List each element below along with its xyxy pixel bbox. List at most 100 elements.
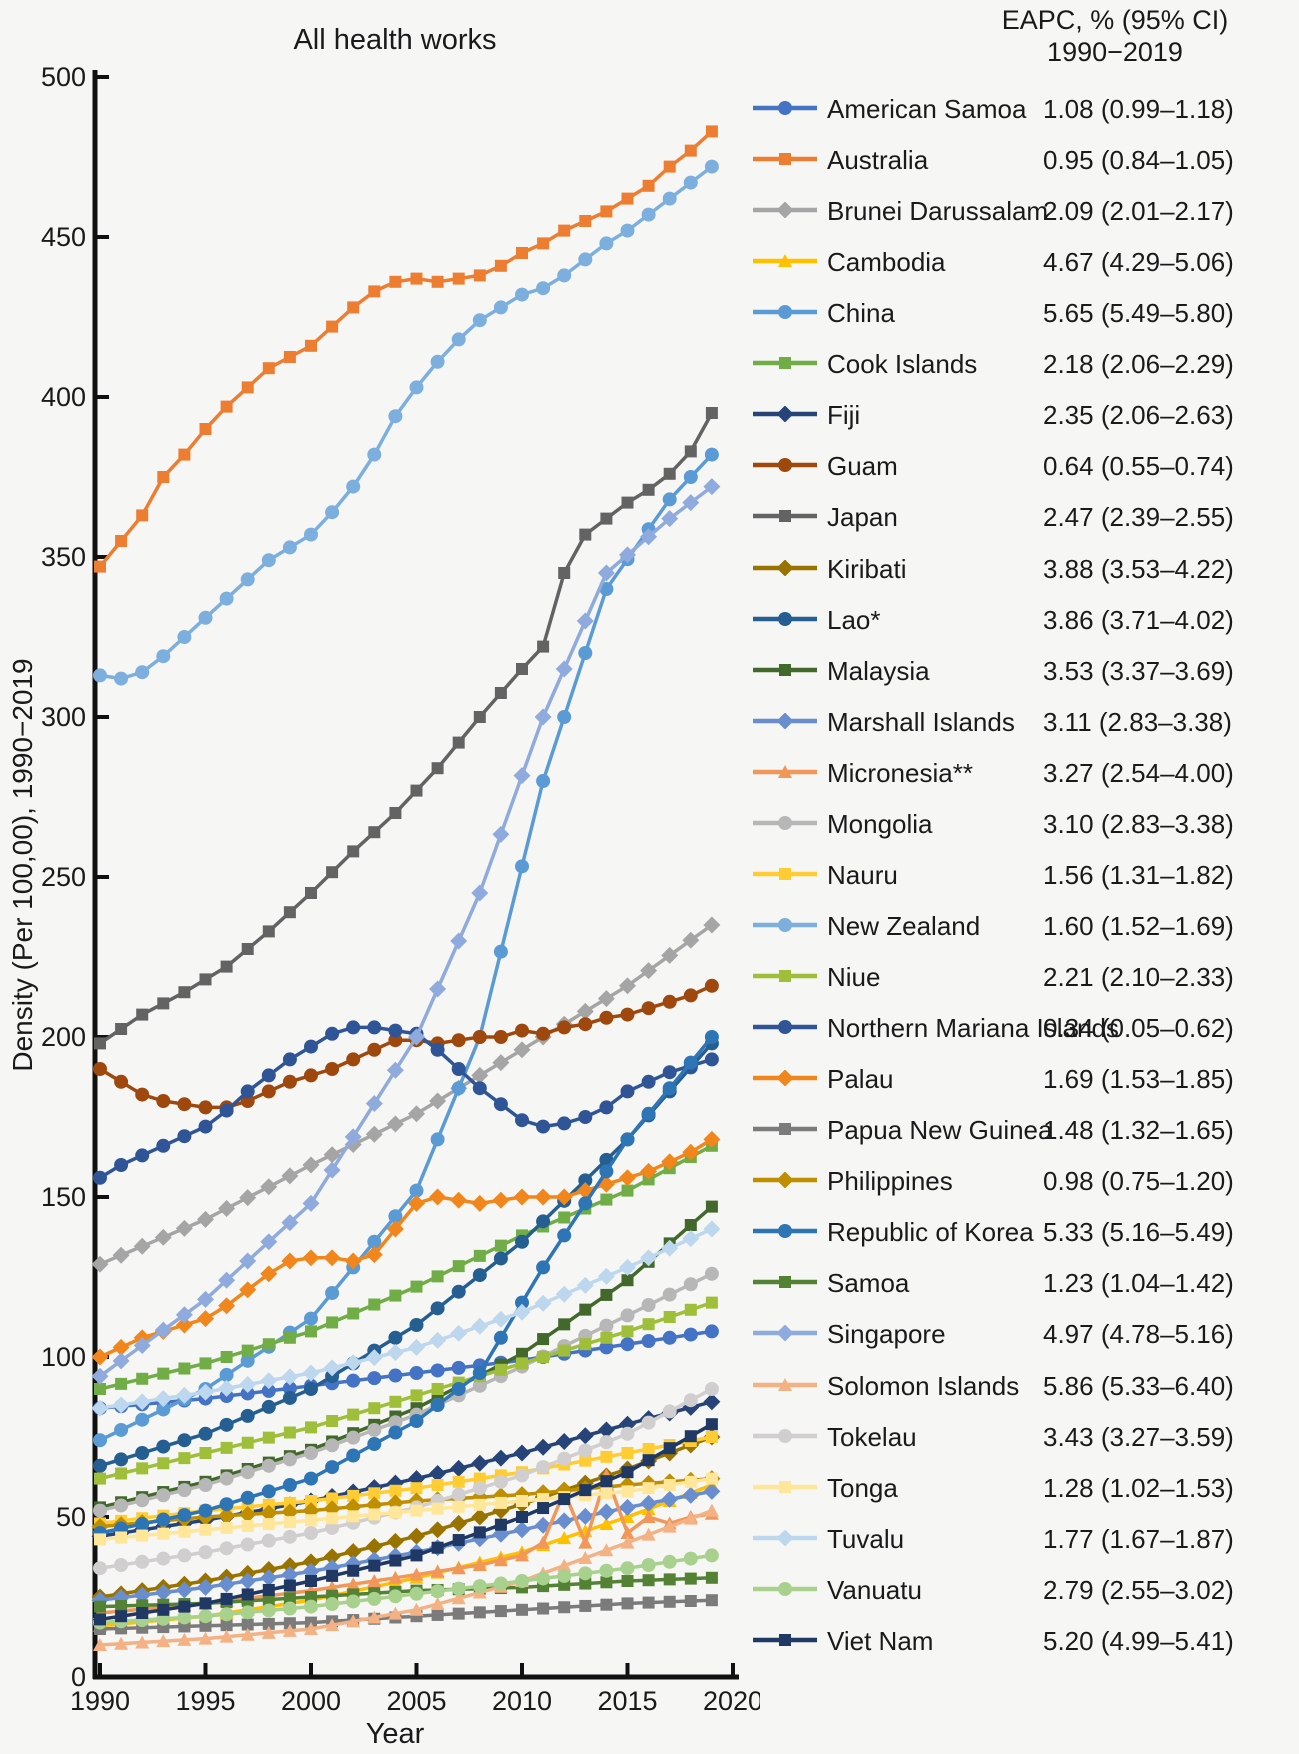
- series-marker: [430, 1042, 445, 1057]
- legend-swatch-icon: [753, 153, 817, 166]
- legend-country-label: Northern Mariana Islands: [827, 1013, 1119, 1044]
- series-marker: [579, 1303, 592, 1316]
- series-marker: [779, 153, 791, 166]
- series-marker: [136, 1008, 149, 1021]
- series-marker: [430, 1398, 445, 1412]
- series-marker: [240, 1605, 255, 1620]
- legend-country-label: Guam: [827, 451, 898, 482]
- legend-item: Niue 2.21 (2.10–2.33): [745, 952, 1299, 1000]
- series-marker: [389, 1395, 402, 1408]
- series-marker: [219, 1607, 234, 1622]
- series-marker: [579, 528, 592, 541]
- series-marker: [325, 1618, 340, 1632]
- legend-country-label: Singapore: [827, 1319, 946, 1350]
- legend-country-label: Fiji: [827, 400, 861, 431]
- series-marker: [778, 764, 792, 778]
- legend-item: Philippines 0.98 (0.75–1.20): [745, 1156, 1299, 1204]
- series-marker: [579, 215, 592, 227]
- series-marker: [705, 1594, 718, 1607]
- legend-eapc-value: 0.98 (0.75–1.20): [1043, 1166, 1234, 1197]
- series-marker: [492, 1191, 510, 1209]
- series-marker: [429, 1092, 447, 1110]
- series-marker: [220, 1351, 233, 1363]
- series-marker: [178, 1600, 191, 1613]
- legend-eapc-value: 1.48 (1.32–1.65): [1043, 1115, 1234, 1146]
- series-marker: [641, 1106, 656, 1121]
- series-marker: [325, 1438, 340, 1453]
- series-marker: [452, 1607, 465, 1620]
- series-marker: [778, 305, 792, 320]
- series-marker: [261, 1533, 276, 1548]
- series-marker: [114, 1452, 129, 1467]
- x-axis-label: Year: [365, 1718, 425, 1750]
- series-marker: [450, 1459, 468, 1477]
- series-marker: [578, 1443, 593, 1458]
- series-marker: [516, 1495, 528, 1507]
- series-marker: [283, 1331, 296, 1344]
- series-marker: [452, 1475, 465, 1488]
- series-marker: [621, 1597, 634, 1610]
- series-marker: [494, 687, 507, 699]
- series-marker: [93, 1062, 107, 1076]
- legend-swatch-icon: [753, 1070, 817, 1087]
- series-marker: [136, 1462, 149, 1475]
- series-marker: [302, 1364, 320, 1382]
- series-marker: [282, 1601, 297, 1616]
- series-marker: [410, 1482, 423, 1495]
- series-marker: [578, 1535, 593, 1549]
- series-marker: [537, 1333, 550, 1346]
- series-marker: [93, 1638, 107, 1651]
- series-marker: [662, 1519, 677, 1533]
- series-marker: [620, 1535, 635, 1549]
- series-marker: [262, 1617, 275, 1630]
- series-marker: [219, 1103, 234, 1118]
- legend-country-label: Niue: [827, 962, 881, 993]
- legend-eapc-value: 1.60 (1.52–1.69): [1043, 910, 1234, 941]
- series-marker: [199, 1447, 212, 1459]
- series-marker: [513, 1303, 531, 1321]
- series-marker: [621, 496, 634, 509]
- series-marker: [578, 1196, 593, 1211]
- series-marker: [619, 1169, 636, 1187]
- series-marker: [493, 1576, 508, 1591]
- series-marker: [683, 175, 698, 190]
- series-marker: [367, 1610, 382, 1624]
- series-marker: [703, 1130, 721, 1148]
- series-marker: [409, 1366, 424, 1380]
- series-marker: [410, 784, 423, 797]
- legend-item: Republic of Korea 5.33 (5.16–5.49): [745, 1207, 1299, 1255]
- series-marker: [534, 1188, 552, 1206]
- series-marker: [621, 1325, 634, 1338]
- series-marker: [241, 943, 254, 955]
- series-marker: [492, 825, 510, 843]
- series-marker: [473, 1472, 486, 1485]
- series-marker: [115, 1599, 128, 1612]
- series-marker: [346, 479, 361, 494]
- series-marker: [262, 1431, 275, 1444]
- series-marker: [534, 1438, 552, 1456]
- series-marker: [367, 1371, 382, 1386]
- series-marker: [620, 1337, 635, 1352]
- series-marker: [776, 1529, 794, 1546]
- series-marker: [579, 1484, 592, 1497]
- series-marker: [178, 1362, 191, 1375]
- series-marker: [388, 1589, 403, 1604]
- series-marker: [705, 1200, 718, 1213]
- series-marker: [135, 1446, 150, 1460]
- legend-item: Fiji 2.35 (2.06–2.63): [745, 390, 1299, 438]
- series-marker: [157, 1367, 170, 1380]
- series-marker: [642, 1454, 655, 1467]
- series-marker: [536, 1119, 551, 1134]
- legend-item: Vanuatu 2.79 (2.55–3.02): [745, 1565, 1299, 1613]
- series-marker: [302, 1156, 320, 1174]
- series-marker: [260, 1372, 278, 1390]
- legend-eapc-value: 2.21 (2.10–2.33): [1043, 962, 1234, 993]
- legend-country-label: China: [827, 298, 895, 329]
- series-marker: [578, 1110, 593, 1124]
- series-marker: [198, 1426, 213, 1441]
- series-marker: [154, 1228, 172, 1246]
- legend-country-label: Palau: [827, 1064, 894, 1095]
- series-marker: [409, 380, 424, 395]
- series-marker: [557, 1558, 572, 1572]
- series-marker: [136, 1529, 149, 1542]
